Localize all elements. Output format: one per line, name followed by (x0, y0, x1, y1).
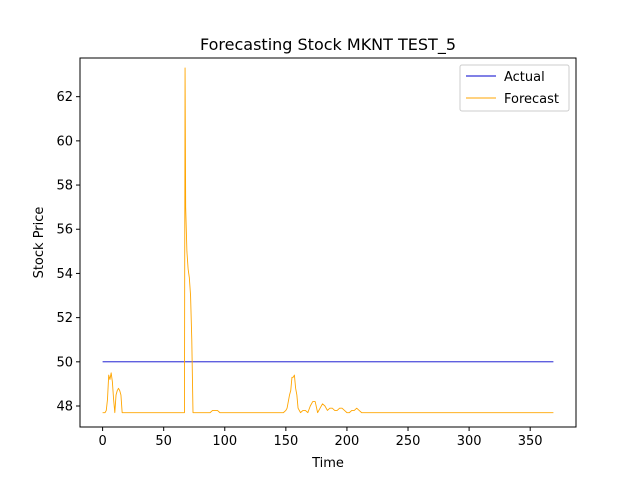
x-tick-label: 250 (396, 434, 421, 449)
series-layer (102, 67, 554, 414)
x-axis-label: Time (311, 456, 344, 471)
x-tick-label: 200 (335, 434, 360, 449)
y-tick-label: 48 (56, 400, 73, 415)
series-line-forecast (102, 67, 554, 414)
y-tick-label: 56 (56, 223, 73, 238)
y-tick-label: 52 (56, 311, 73, 326)
chart-title: Forecasting Stock MKNT TEST_5 (200, 35, 456, 55)
legend-label-actual: Actual (504, 70, 545, 85)
x-tick-label: 350 (518, 434, 543, 449)
y-axis-label: Stock Price (32, 207, 47, 279)
x-axis-ticks: 0 50 100 150 200 250 300 350 (98, 427, 543, 449)
x-tick-label: 0 (98, 434, 106, 449)
y-axis-ticks: 48 50 52 54 56 58 60 62 (56, 90, 80, 415)
legend: Actual Forecast (459, 64, 570, 112)
x-tick-label: 50 (155, 434, 172, 449)
x-tick-label: 150 (273, 434, 298, 449)
y-tick-label: 62 (56, 90, 73, 105)
y-tick-label: 50 (56, 355, 73, 370)
x-tick-label: 100 (212, 434, 237, 449)
legend-label-forecast: Forecast (504, 92, 559, 107)
y-tick-label: 60 (56, 134, 73, 149)
y-tick-label: 58 (56, 179, 73, 194)
x-tick-label: 300 (457, 434, 482, 449)
y-tick-label: 54 (56, 267, 73, 282)
plot-area-frame (79, 57, 577, 428)
